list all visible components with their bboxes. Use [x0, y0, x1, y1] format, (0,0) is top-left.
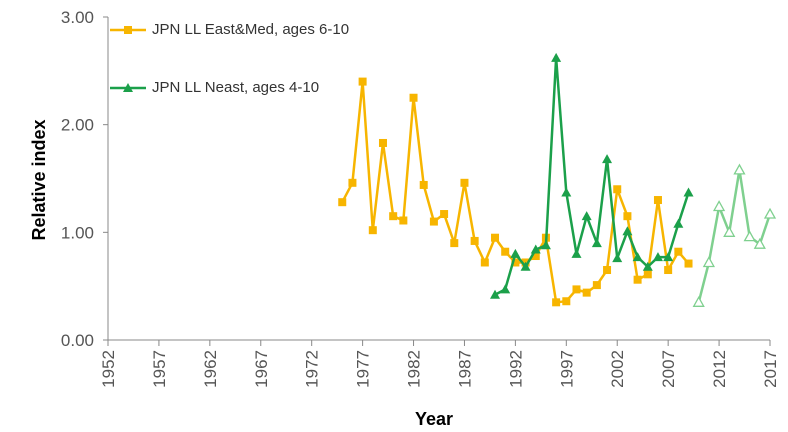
- x-tick-label: 2012: [710, 350, 729, 388]
- marker: [358, 77, 367, 86]
- marker: [592, 281, 601, 290]
- marker: [652, 252, 663, 262]
- marker: [501, 247, 510, 256]
- marker: [673, 218, 684, 228]
- x-tick-label: 1992: [506, 350, 525, 388]
- marker: [440, 210, 449, 219]
- marker: [530, 244, 541, 254]
- marker: [684, 259, 693, 268]
- y-tick-label: 0.00: [61, 331, 94, 350]
- x-axis-label: Year: [415, 409, 453, 429]
- marker: [429, 217, 438, 226]
- marker: [612, 253, 623, 263]
- y-axis-label: Relative index: [29, 119, 49, 240]
- marker: [338, 198, 347, 207]
- x-tick-label: 1967: [252, 350, 271, 388]
- legend-label: JPN LL Neast, ages 4-10: [152, 79, 320, 96]
- x-tick-label: 1997: [557, 350, 576, 388]
- x-tick-label: 1957: [150, 350, 169, 388]
- y-tick-label: 1.00: [61, 223, 94, 242]
- y-tick-label: 2.00: [61, 116, 94, 135]
- marker: [480, 258, 489, 267]
- marker: [712, 200, 726, 212]
- x-tick-label: 1987: [455, 350, 474, 388]
- marker: [733, 163, 746, 175]
- marker: [409, 93, 418, 102]
- marker: [511, 258, 520, 267]
- marker: [591, 238, 602, 248]
- x-tick-label: 1962: [201, 350, 220, 388]
- marker: [582, 288, 591, 297]
- marker: [743, 230, 756, 242]
- marker: [642, 261, 653, 271]
- x-tick-label: 1952: [99, 350, 118, 388]
- marker: [581, 211, 592, 221]
- marker: [602, 154, 613, 164]
- marker: [763, 207, 777, 219]
- x-tick-label: 2002: [608, 350, 627, 388]
- marker: [470, 236, 479, 245]
- x-tick-label: 1972: [303, 350, 322, 388]
- marker: [632, 252, 643, 262]
- marker: [674, 247, 683, 256]
- marker: [664, 266, 673, 275]
- x-tick-label: 1977: [354, 350, 373, 388]
- marker: [378, 138, 387, 147]
- marker: [643, 270, 652, 279]
- marker: [613, 185, 622, 194]
- marker: [551, 52, 562, 62]
- marker: [683, 187, 694, 197]
- marker: [572, 285, 581, 294]
- x-tick-label: 2017: [761, 350, 780, 388]
- marker: [653, 196, 662, 205]
- x-tick-label: 2007: [659, 350, 678, 388]
- marker: [623, 212, 632, 221]
- marker: [399, 216, 408, 225]
- marker: [348, 178, 357, 187]
- series-line: [341, 81, 690, 304]
- marker: [500, 284, 511, 294]
- marker: [490, 289, 501, 299]
- marker: [540, 240, 551, 250]
- marker: [520, 261, 531, 271]
- marker: [702, 256, 715, 268]
- marker: [622, 226, 633, 236]
- marker: [450, 239, 459, 248]
- marker: [692, 295, 705, 307]
- marker: [562, 297, 571, 306]
- y-tick-label: 3.00: [61, 8, 94, 27]
- marker: [633, 275, 642, 284]
- marker: [491, 233, 500, 242]
- marker: [123, 83, 133, 92]
- marker: [531, 252, 540, 261]
- marker: [460, 178, 469, 187]
- marker: [510, 248, 521, 258]
- marker: [368, 226, 377, 235]
- x-tick-label: 1982: [405, 350, 424, 388]
- marker: [723, 225, 736, 237]
- marker: [419, 180, 428, 189]
- marker: [561, 187, 572, 197]
- marker: [124, 26, 132, 34]
- marker: [603, 266, 612, 275]
- marker: [753, 237, 766, 249]
- marker: [389, 212, 398, 221]
- marker: [571, 248, 582, 258]
- marker: [663, 252, 674, 262]
- marker: [552, 298, 561, 307]
- legend-label: JPN LL East&Med, ages 6-10: [152, 21, 350, 38]
